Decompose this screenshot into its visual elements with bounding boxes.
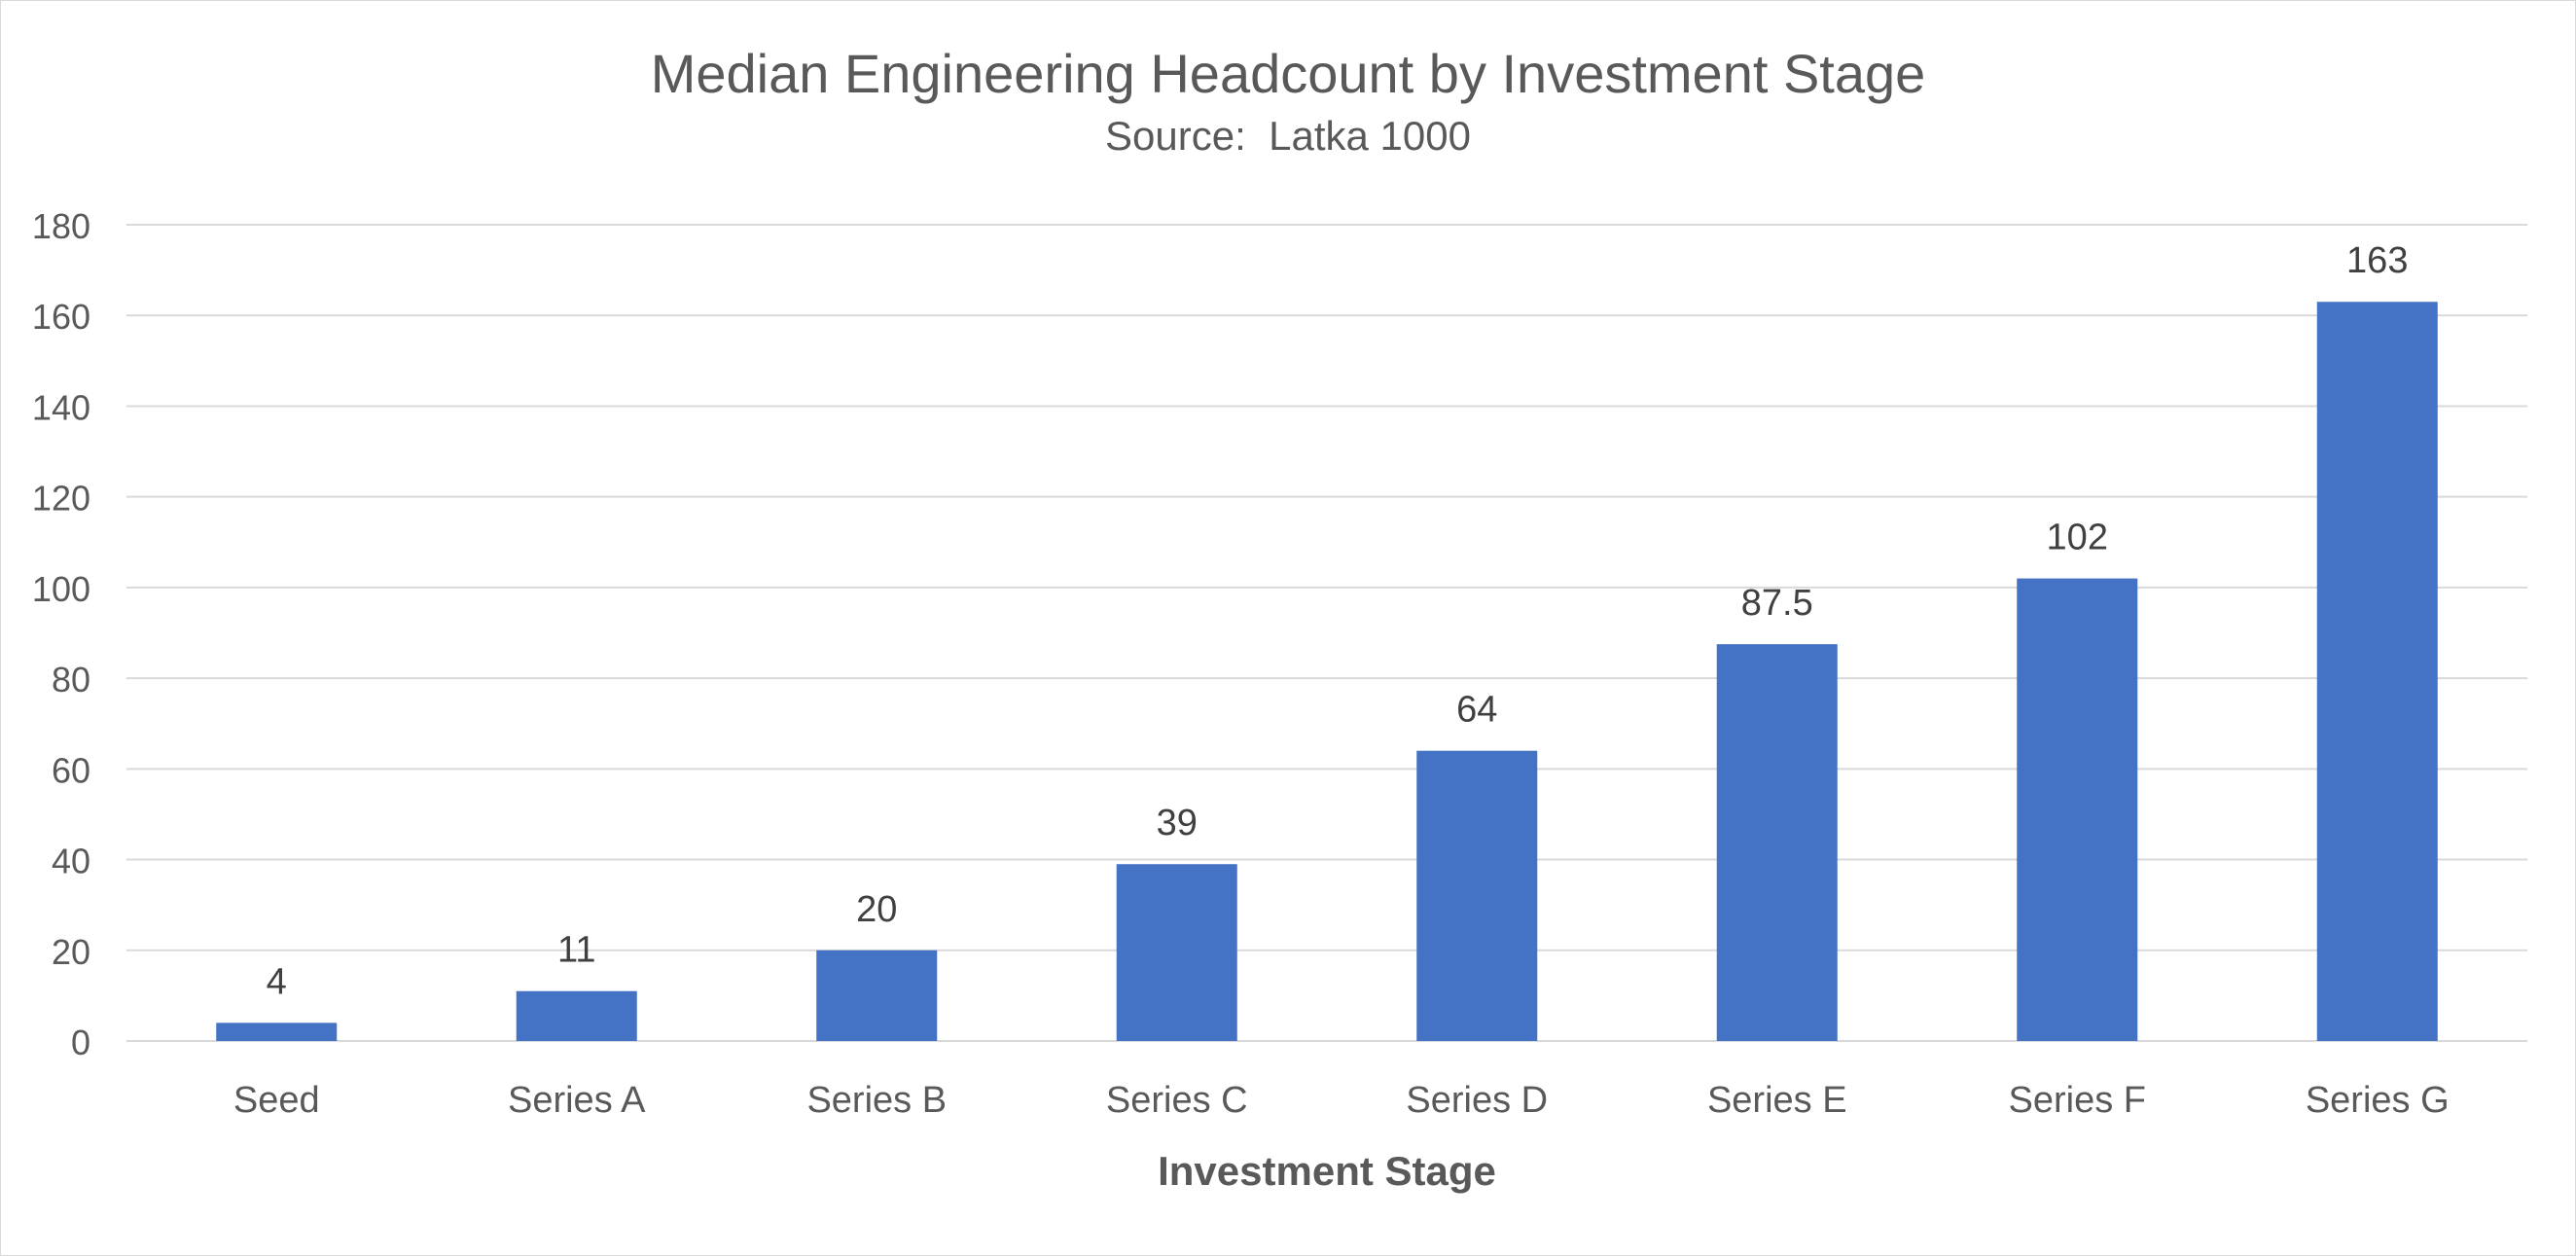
- y-tick-label: 80: [52, 660, 90, 700]
- bar: [1116, 864, 1237, 1041]
- y-tick-label: 40: [52, 842, 90, 881]
- data-label: 64: [1456, 690, 1497, 731]
- x-tick-label: Series F: [2009, 1080, 2146, 1121]
- data-label: 163: [2346, 240, 2408, 281]
- bars: [216, 302, 2438, 1041]
- y-tick-label: 120: [32, 479, 90, 519]
- bar: [1716, 644, 1838, 1041]
- x-tick-label: Series A: [508, 1080, 646, 1121]
- y-tick-label: 0: [71, 1023, 90, 1062]
- x-tick-label: Series G: [2306, 1080, 2450, 1121]
- data-label: 11: [557, 930, 595, 971]
- data-label: 20: [856, 889, 897, 930]
- data-label: 102: [2047, 518, 2108, 558]
- bar: [2017, 578, 2138, 1041]
- y-tick-label: 160: [32, 297, 90, 337]
- x-tick-label: Series D: [1406, 1080, 1548, 1121]
- y-tick-label: 100: [32, 569, 90, 609]
- data-labels: 4 11 20 39 64 87.5 102 163: [267, 240, 2409, 1002]
- data-label: 39: [1157, 803, 1198, 843]
- y-tick-label: 60: [52, 750, 90, 790]
- bar: [216, 1023, 338, 1041]
- x-axis-ticks: Seed Series A Series B Series C Series D Seri…: [233, 1080, 2450, 1121]
- y-tick-label: 140: [32, 387, 90, 427]
- y-tick-label: 180: [32, 206, 90, 246]
- data-label: 4: [267, 961, 287, 1002]
- bar: [1416, 750, 1538, 1041]
- bar: [2316, 302, 2438, 1041]
- y-tick-label: 20: [52, 932, 90, 972]
- data-label: 87.5: [1741, 583, 1813, 624]
- x-tick-label: Seed: [233, 1080, 320, 1121]
- bar: [516, 990, 637, 1041]
- y-axis-ticks: 0 20 40 60 80 100 120 140 160 180: [32, 206, 90, 1062]
- bar: [816, 950, 938, 1041]
- x-axis-title: Investment Stage: [1158, 1148, 1496, 1194]
- x-tick-label: Series E: [1707, 1080, 1847, 1121]
- chart-subtitle: Source: Latka 1000: [1105, 113, 1471, 159]
- x-tick-label: Series C: [1106, 1080, 1248, 1121]
- gridlines: [126, 224, 2527, 1042]
- x-tick-label: Series B: [806, 1080, 947, 1121]
- chart-title: Median Engineering Headcount by Investme…: [650, 43, 1926, 104]
